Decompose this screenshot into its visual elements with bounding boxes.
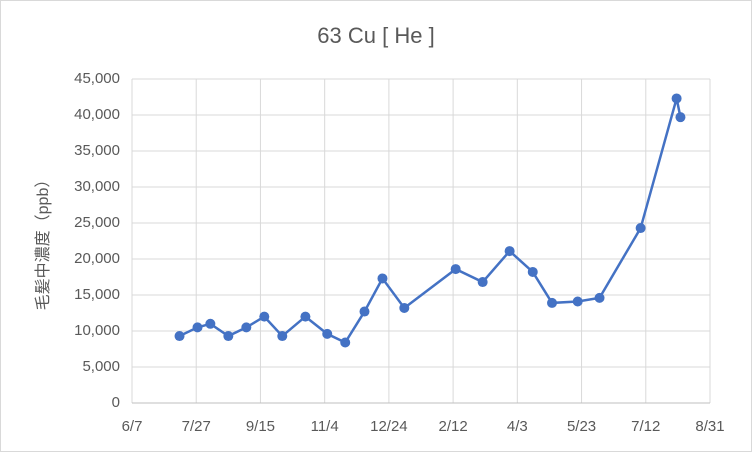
- y-tick-label: 5,000: [82, 358, 120, 375]
- x-tick-label: 8/31: [695, 418, 724, 435]
- data-point: [277, 331, 288, 342]
- y-tick-label: 35,000: [74, 142, 120, 159]
- x-tick-label: 4/3: [507, 418, 528, 435]
- y-tick-label: 45,000: [74, 70, 120, 87]
- data-point: [572, 296, 583, 307]
- data-point: [377, 273, 388, 284]
- y-axis-label: 毛髪中濃度（ppb）: [34, 172, 52, 311]
- data-point: [205, 318, 216, 329]
- data-point: [359, 306, 370, 317]
- x-tick-label: 5/23: [567, 418, 596, 435]
- data-point: [174, 331, 185, 342]
- data-point: [477, 277, 488, 288]
- data-point: [399, 302, 410, 313]
- data-point: [547, 297, 558, 308]
- y-tick-label: 40,000: [74, 106, 120, 123]
- data-point: [671, 93, 682, 104]
- y-tick-label: 0: [112, 394, 120, 411]
- chart-title: 63 Cu [ He ]: [317, 23, 434, 48]
- data-point: [594, 292, 605, 303]
- x-tick-label: 12/24: [370, 418, 408, 435]
- x-tick-label: 7/27: [182, 418, 211, 435]
- x-tick-label: 2/12: [439, 418, 468, 435]
- x-tick-label: 9/15: [246, 418, 275, 435]
- data-point: [241, 322, 252, 333]
- data-point: [675, 112, 686, 123]
- data-point: [504, 246, 515, 257]
- data-point: [450, 264, 461, 275]
- y-tick-label: 10,000: [74, 322, 120, 339]
- data-point: [340, 337, 351, 348]
- x-tick-label: 7/12: [631, 418, 660, 435]
- y-tick-label: 30,000: [74, 178, 120, 195]
- y-tick-label: 25,000: [74, 214, 120, 231]
- data-point: [192, 322, 203, 333]
- x-tick-label: 11/4: [311, 418, 339, 435]
- data-point: [527, 266, 538, 277]
- data-point: [300, 311, 311, 322]
- y-tick-label: 15,000: [74, 286, 120, 303]
- y-tick-label: 20,000: [74, 250, 120, 267]
- data-point: [223, 331, 234, 342]
- data-point: [635, 223, 646, 234]
- data-point: [259, 311, 270, 322]
- data-point: [322, 328, 333, 339]
- x-tick-label: 6/7: [122, 418, 143, 435]
